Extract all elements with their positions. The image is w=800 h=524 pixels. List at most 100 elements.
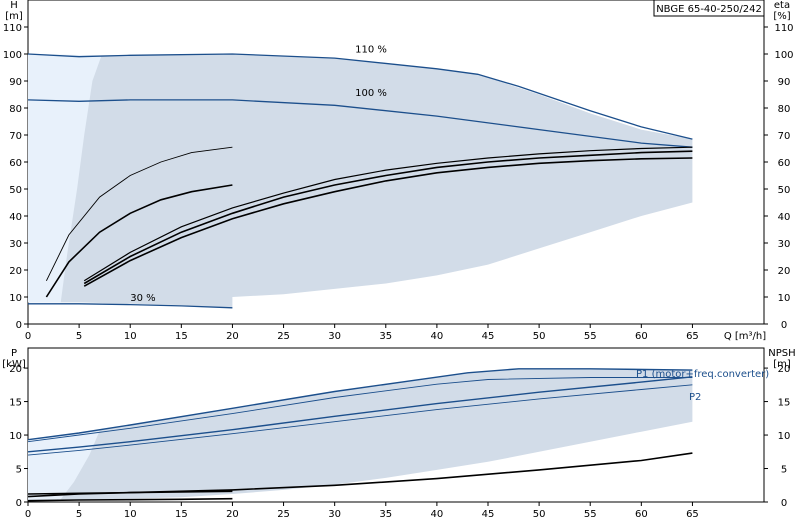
low-flow-region xyxy=(28,54,102,303)
y-tick-label-right: 5 xyxy=(781,465,787,476)
y-tick-label-right: 90 xyxy=(778,77,791,88)
y-tick-label-left: 70 xyxy=(9,131,22,142)
x-tick-label: 10 xyxy=(124,509,137,520)
power-curve-label: P1 (motor+freq.converter) xyxy=(636,369,769,380)
y-tick-label-left: 80 xyxy=(9,104,22,115)
y-tick-label-right: 20 xyxy=(778,266,791,277)
x-tick-label: 35 xyxy=(379,509,392,520)
npsh-curve xyxy=(27,452,693,498)
y-axis-label-right: [%] xyxy=(773,11,790,22)
y-tick-label-left: 15 xyxy=(9,398,22,409)
y-tick-label-left: 0 xyxy=(16,498,22,509)
x-tick-label: 40 xyxy=(431,509,444,520)
model-label: NBGE 65-40-250/242 xyxy=(656,4,762,15)
y-axis-label-left: P xyxy=(11,348,17,359)
upper-curves: 110 % 100 % 30 % xyxy=(27,45,693,309)
x-tick-label: 15 xyxy=(175,509,188,520)
y-tick-label-left: 10 xyxy=(9,293,22,304)
head-curve-label: 30 % xyxy=(130,293,155,304)
x-tick-label: 0 xyxy=(25,509,31,520)
x-tick-label: 40 xyxy=(431,331,444,342)
x-tick-label: 55 xyxy=(584,509,597,520)
y-tick-label-right: 60 xyxy=(778,158,791,169)
y-axis-label-right: eta xyxy=(774,0,790,11)
y-tick-label-left: 20 xyxy=(9,364,22,375)
efficiency-curve xyxy=(45,184,233,298)
y-tick-label-left: 0 xyxy=(16,320,22,331)
y-tick-label-left: 110 xyxy=(3,23,22,34)
head-curve xyxy=(27,53,693,140)
x-tick-label: 15 xyxy=(175,331,188,342)
y-tick-label-left: 50 xyxy=(9,185,22,196)
y-tick-label-left: 90 xyxy=(9,77,22,88)
y-tick-label-left: 100 xyxy=(3,50,22,61)
y-tick-label-right: 50 xyxy=(778,185,791,196)
y-axis-label-left: [kW] xyxy=(2,359,26,370)
model-label-box xyxy=(653,0,765,17)
x-tick-label: 30 xyxy=(328,509,341,520)
x-tick-label: 20 xyxy=(226,331,239,342)
x-tick-label: 65 xyxy=(686,331,699,342)
power-curve xyxy=(27,384,693,456)
x-tick-label: 50 xyxy=(533,331,546,342)
x-tick-label: 55 xyxy=(584,331,597,342)
head-curve xyxy=(27,99,693,148)
npsh-curve xyxy=(27,497,233,502)
y-axis-label-right: NPSH xyxy=(768,348,795,359)
x-tick-label: 45 xyxy=(482,331,495,342)
operating-band-area xyxy=(28,368,693,500)
y-tick-label-left: 10 xyxy=(9,431,22,442)
x-tick-label: 25 xyxy=(277,331,290,342)
y-tick-label-right: 10 xyxy=(778,431,791,442)
x-tick-label: 25 xyxy=(277,509,290,520)
y-axis-label-left: [m] xyxy=(5,11,23,22)
lower-operating-band xyxy=(28,368,693,500)
x-tick-label: 5 xyxy=(76,509,82,520)
y-tick-label-right: 10 xyxy=(778,293,791,304)
x-tick-label: 0 xyxy=(25,331,31,342)
lower-curves: P1 (motor+freq.converter) P2 xyxy=(27,368,769,502)
x-tick-label: 60 xyxy=(635,331,648,342)
y-axis-label-right: [m] xyxy=(773,359,791,370)
y-tick-label-right: 0 xyxy=(781,320,787,331)
y-tick-label-left: 60 xyxy=(9,158,22,169)
x-tick-label: 5 xyxy=(76,331,82,342)
y-tick-label-right: 70 xyxy=(778,131,791,142)
head-curve-label: 100 % xyxy=(355,88,387,99)
x-tick-label: 60 xyxy=(635,509,648,520)
x-tick-label: 50 xyxy=(533,509,546,520)
y-tick-label-right: 110 xyxy=(774,23,793,34)
y-tick-label-left: 30 xyxy=(9,239,22,250)
efficiency-curve xyxy=(83,157,693,287)
x-tick-label: 30 xyxy=(328,331,341,342)
power-curve xyxy=(27,376,693,453)
y-tick-label-left: 40 xyxy=(9,212,22,223)
x-tick-label: 45 xyxy=(482,509,495,520)
y-tick-label-right: 40 xyxy=(778,212,791,223)
y-axis-label-left: H xyxy=(10,0,18,11)
y-tick-label-right: 100 xyxy=(774,50,793,61)
head-curve xyxy=(28,303,233,309)
y-tick-label-right: 80 xyxy=(778,104,791,115)
y-tick-label-left: 20 xyxy=(9,266,22,277)
power-curve xyxy=(27,368,693,441)
x-tick-label: 65 xyxy=(686,509,699,520)
efficiency-curve xyxy=(83,146,693,282)
y-tick-label-left: 5 xyxy=(16,465,22,476)
x-tick-label: 10 xyxy=(124,331,137,342)
efficiency-curve xyxy=(45,146,233,281)
y-tick-label-right: 0 xyxy=(781,498,787,509)
power-curve xyxy=(27,377,693,443)
low-flow-region xyxy=(28,431,100,500)
x-tick-label: 20 xyxy=(226,509,239,520)
y-tick-label-right: 30 xyxy=(778,239,791,250)
y-tick-label-right: 15 xyxy=(778,398,791,409)
power-curve-label: P2 xyxy=(689,392,701,403)
y-tick-label-right: 20 xyxy=(778,364,791,375)
efficiency-curve xyxy=(83,150,693,285)
x-tick-label: 35 xyxy=(379,331,392,342)
